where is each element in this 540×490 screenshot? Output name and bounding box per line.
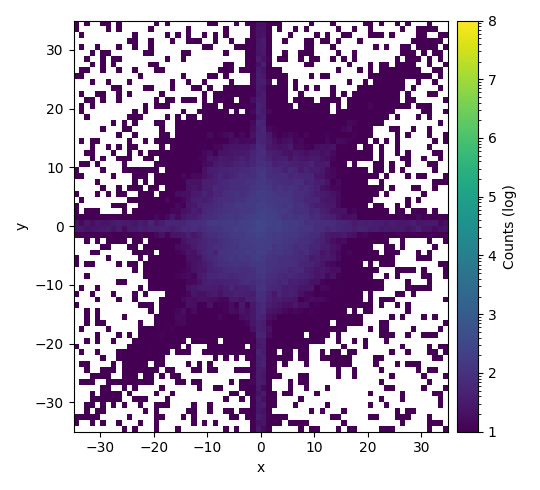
Y-axis label: y: y [15, 222, 29, 230]
Y-axis label: Counts (log): Counts (log) [503, 184, 517, 269]
X-axis label: x: x [256, 461, 265, 475]
